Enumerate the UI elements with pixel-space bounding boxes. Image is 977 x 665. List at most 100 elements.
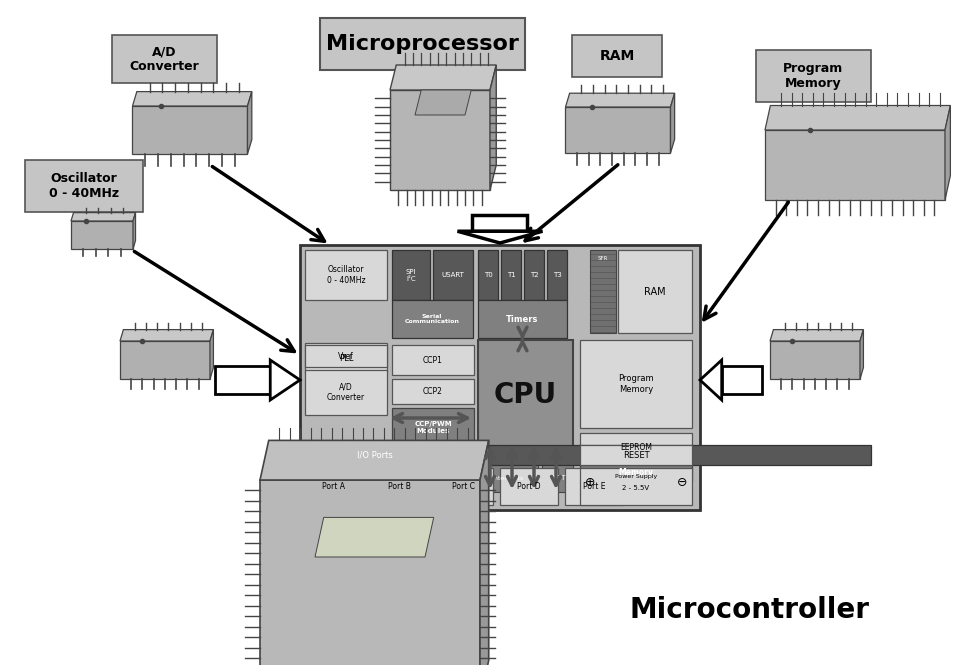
Text: CCP1: CCP1 (423, 356, 443, 364)
Bar (501, 250, 521, 300)
Bar (25, 160, 143, 212)
Bar (392, 250, 430, 300)
Bar (542, 464, 573, 492)
Polygon shape (945, 106, 951, 200)
Text: Microcontroller: Microcontroller (630, 596, 870, 624)
Bar (590, 250, 616, 333)
Bar (370, 468, 428, 505)
Bar (392, 379, 474, 404)
Bar (435, 468, 493, 505)
Polygon shape (390, 65, 496, 90)
Text: I/O Ports: I/O Ports (358, 450, 393, 460)
Bar (478, 250, 498, 300)
Text: ⊕: ⊕ (585, 475, 595, 489)
Text: Oscillator
0 - 40MHz: Oscillator 0 - 40MHz (49, 172, 119, 200)
Text: USART: USART (442, 272, 464, 278)
Polygon shape (670, 93, 675, 153)
Polygon shape (71, 221, 133, 249)
Bar (572, 35, 662, 77)
Text: SFR: SFR (598, 256, 609, 261)
Polygon shape (210, 330, 213, 379)
Polygon shape (566, 93, 675, 107)
Polygon shape (765, 130, 945, 200)
Text: T0: T0 (484, 272, 492, 278)
Polygon shape (457, 231, 542, 243)
Bar (305, 345, 387, 367)
Bar (580, 463, 692, 481)
Polygon shape (271, 360, 300, 400)
Text: T3: T3 (553, 272, 562, 278)
Bar (305, 343, 387, 373)
Text: T1: T1 (507, 272, 516, 278)
Text: Port E: Port E (582, 482, 605, 491)
Text: CCP/PWM
Modules: CCP/PWM Modules (414, 420, 451, 434)
Text: Port D: Port D (517, 482, 541, 491)
Bar (305, 445, 871, 465)
Bar (756, 50, 871, 102)
Bar (580, 445, 692, 465)
Bar (500, 468, 558, 505)
Text: Microprocessor: Microprocessor (325, 34, 519, 54)
Bar (305, 370, 387, 415)
Polygon shape (415, 90, 471, 115)
Bar (547, 250, 567, 300)
Polygon shape (71, 213, 136, 221)
Polygon shape (765, 106, 951, 130)
Text: Vref: Vref (338, 352, 354, 360)
Bar (215, 366, 271, 394)
Bar (320, 18, 525, 70)
Bar (565, 468, 623, 505)
Bar (580, 340, 692, 428)
Bar (305, 468, 363, 505)
Bar (300, 245, 700, 510)
Bar (722, 366, 762, 394)
Bar (392, 408, 474, 446)
Text: ⊖: ⊖ (677, 475, 687, 489)
Text: EEPROM: EEPROM (620, 442, 652, 452)
Text: Interrupts: Interrupts (492, 475, 524, 481)
Polygon shape (860, 330, 864, 379)
Polygon shape (566, 107, 670, 153)
Text: Oscillator
0 - 40MHz: Oscillator 0 - 40MHz (326, 265, 365, 285)
Bar (580, 468, 692, 505)
Text: A/D
Converter: A/D Converter (129, 45, 199, 73)
Polygon shape (247, 92, 252, 154)
Polygon shape (133, 213, 136, 249)
Text: 2 - 5.5V: 2 - 5.5V (622, 485, 650, 491)
Bar (478, 340, 573, 460)
Polygon shape (260, 440, 488, 480)
Text: WDT: WDT (549, 475, 566, 481)
Bar (433, 250, 473, 300)
Text: Serial
Communication: Serial Communication (404, 314, 459, 325)
Text: CPU: CPU (494, 381, 557, 409)
Text: Port B: Port B (388, 482, 410, 491)
Bar (478, 300, 567, 338)
Text: Port A: Port A (322, 482, 346, 491)
Polygon shape (700, 360, 722, 400)
Polygon shape (260, 480, 480, 665)
Bar (524, 250, 544, 300)
Bar (305, 250, 387, 300)
Polygon shape (120, 330, 213, 341)
Polygon shape (133, 92, 252, 106)
Bar (618, 250, 692, 333)
Text: RAM: RAM (644, 287, 665, 297)
Bar (473, 215, 528, 231)
Polygon shape (120, 341, 210, 379)
Text: Program
Memory: Program Memory (618, 374, 654, 394)
Polygon shape (390, 90, 490, 190)
Text: Memory: Memory (618, 467, 654, 477)
Text: Port C: Port C (452, 482, 476, 491)
Text: CCP2: CCP2 (423, 387, 443, 396)
Polygon shape (133, 106, 247, 154)
Text: PLL: PLL (339, 354, 354, 362)
Polygon shape (770, 341, 860, 379)
Bar (112, 35, 217, 83)
Bar (580, 433, 692, 461)
Polygon shape (315, 517, 434, 557)
Text: RAM: RAM (599, 49, 635, 63)
Text: SPI
I²C: SPI I²C (405, 269, 416, 281)
Bar (392, 300, 473, 338)
Polygon shape (770, 330, 864, 341)
Text: T2: T2 (530, 272, 538, 278)
